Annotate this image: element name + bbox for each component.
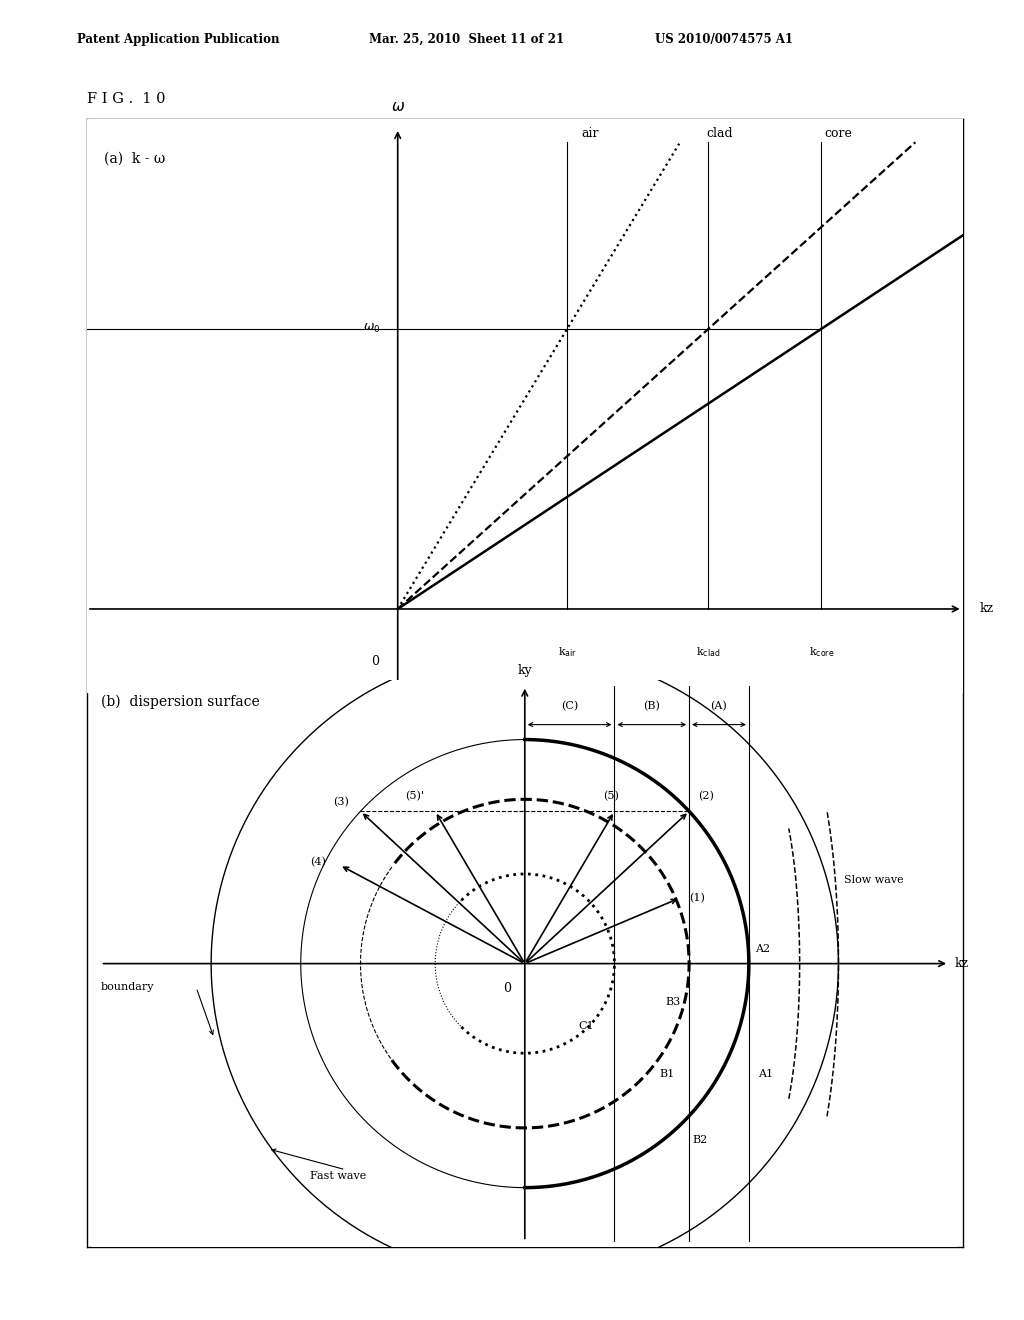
Text: clad: clad [707, 128, 733, 140]
Text: $\omega$: $\omega$ [391, 100, 404, 114]
Text: 0: 0 [503, 982, 511, 994]
Text: (b)  dispersion surface: (b) dispersion surface [100, 694, 259, 709]
Text: F I G .  1 0: F I G . 1 0 [87, 92, 166, 107]
Text: (1): (1) [689, 892, 705, 903]
Text: B2: B2 [692, 1135, 708, 1144]
Text: $\omega_0$: $\omega_0$ [364, 322, 381, 335]
Text: B3: B3 [666, 998, 681, 1007]
Text: C1: C1 [579, 1022, 594, 1031]
Text: (3): (3) [334, 797, 349, 808]
Text: core: core [824, 128, 852, 140]
Text: kz: kz [980, 602, 993, 615]
Text: (4): (4) [309, 857, 326, 867]
Text: B1: B1 [659, 1069, 675, 1080]
Text: (A): (A) [711, 701, 727, 711]
Text: k$_{\rm core}$: k$_{\rm core}$ [809, 645, 835, 660]
Text: Patent Application Publication: Patent Application Publication [77, 33, 280, 46]
Text: k$_{\rm clad}$: k$_{\rm clad}$ [696, 645, 721, 660]
Text: k$_{\rm air}$: k$_{\rm air}$ [558, 645, 577, 660]
Text: A2: A2 [755, 944, 770, 953]
Text: A1: A1 [758, 1069, 773, 1080]
Text: Fast wave: Fast wave [309, 1171, 366, 1180]
Text: US 2010/0074575 A1: US 2010/0074575 A1 [655, 33, 794, 46]
Text: boundary: boundary [100, 982, 154, 993]
Text: kz: kz [955, 957, 969, 970]
Text: 0: 0 [371, 655, 379, 668]
Text: (5): (5) [603, 791, 620, 801]
Text: (B): (B) [643, 701, 660, 711]
Text: Slow wave: Slow wave [845, 875, 904, 884]
Text: (2): (2) [698, 791, 714, 801]
Text: (C): (C) [561, 701, 579, 711]
Text: (a)  k - ω: (a) k - ω [104, 152, 165, 165]
Text: air: air [581, 128, 598, 140]
Text: (5)': (5)' [406, 791, 424, 801]
Text: ky: ky [517, 664, 532, 677]
Text: Mar. 25, 2010  Sheet 11 of 21: Mar. 25, 2010 Sheet 11 of 21 [369, 33, 564, 46]
